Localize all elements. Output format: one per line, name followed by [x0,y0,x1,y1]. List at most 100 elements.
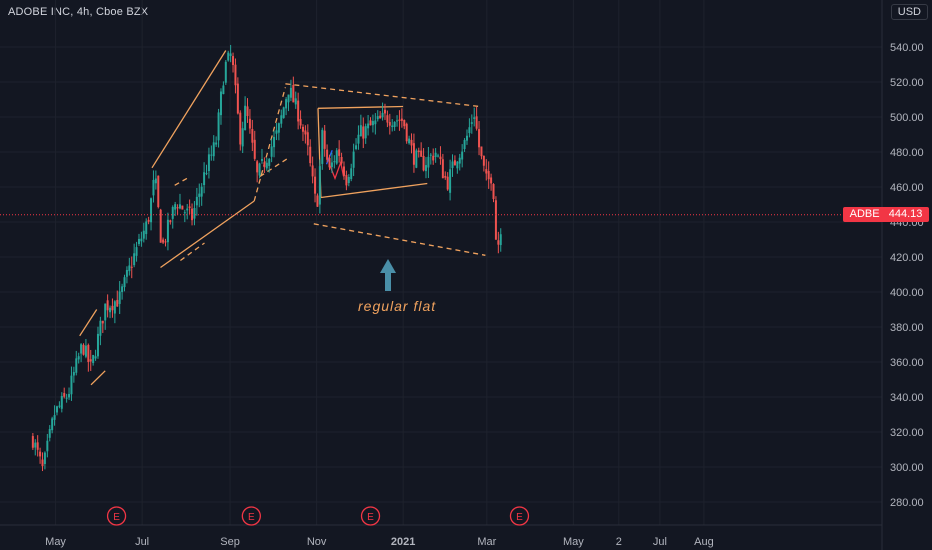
candle-body [227,52,230,61]
candle-body [424,165,427,172]
candle-body [239,112,242,145]
candle-body [166,219,169,243]
candle-body [417,150,420,153]
candle-body [80,344,83,354]
candle-body [323,130,326,149]
candle-body [381,112,384,118]
candle-body [232,56,235,66]
candle-body [133,253,136,266]
candle-body [492,184,495,199]
candle-body [446,176,449,190]
candle-body [101,320,104,324]
candle-body [70,375,73,395]
candle-body [36,442,39,450]
candle-body [99,320,102,336]
candle-body [256,161,259,173]
candle-body [159,209,162,243]
candle-body [280,115,283,124]
candle-body [251,129,254,143]
earnings-marker[interactable] [106,506,127,526]
trendline[interactable] [90,370,106,386]
candle-body [285,99,288,109]
candle-body [53,415,56,420]
y-tick-label: 460.00 [890,182,924,194]
candle-body [89,359,92,362]
candle-body [265,162,268,169]
trendline[interactable] [180,242,205,262]
trendline[interactable] [317,105,404,109]
candle-body [109,307,112,313]
candle-body [463,139,466,150]
candle-body [116,299,119,307]
trendline[interactable] [160,200,255,269]
candle-body [48,428,51,438]
candle-body [212,142,215,157]
time-axis: May Jul Sep Nov 2021 Mar May 2 Jul Aug [0,524,882,548]
earnings-marker[interactable] [360,506,381,526]
candle-body [152,179,155,196]
candle-body [39,451,42,457]
earnings-marker[interactable] [241,506,261,526]
candle-body [434,152,437,158]
price-axis: 280.00 300.00 320.00 340.00 360.00 380.00 400.… [881,0,924,550]
candle-body [273,136,276,148]
candles [31,44,502,472]
candle-body [299,118,302,126]
candle-body [236,83,239,114]
earnings-marker[interactable] [509,506,530,526]
candle-body [427,156,430,168]
candle-body [352,151,355,168]
candle-body [193,208,196,219]
trendline[interactable] [285,83,480,108]
y-tick-label: 420.00 [890,252,924,264]
trendline[interactable] [151,50,227,169]
candle-body [437,155,440,157]
candle-body [130,266,133,268]
candle-body [145,221,148,235]
earnings-marker-label: E [248,512,255,523]
candle-body [292,84,295,103]
candle-body [224,61,227,83]
candle-body [499,234,502,246]
candle-body [55,406,58,413]
candle-body [234,64,237,86]
candle-body [198,193,201,197]
candle-body [157,175,160,208]
y-tick-label: 400.00 [890,287,924,299]
candle-body [34,442,37,448]
candle-body [405,123,408,142]
candle-body [328,157,331,168]
candle-body [174,204,177,210]
candle-body [135,247,138,256]
up-arrow-icon [380,259,396,291]
candle-body [31,436,34,448]
candle-body [248,118,251,129]
candle-body [301,126,304,132]
candle-body [400,118,403,121]
y-tick-label: 380.00 [890,322,924,334]
chart-grid [0,0,882,525]
x-tick-label: Jul [653,536,667,548]
candle-body [367,123,370,129]
trendline[interactable] [313,223,486,256]
candle-body [186,208,189,211]
trendline[interactable] [174,175,191,186]
earnings-marker-label: E [113,512,120,523]
candle-body [465,135,468,141]
earnings-marker-label: E [516,512,523,523]
y-tick-label: 360.00 [890,357,924,369]
candle-body [287,94,290,103]
candle-body [43,452,46,464]
trendline[interactable] [253,87,287,202]
candle-body [364,126,367,139]
candle-body [316,195,319,207]
trendline[interactable] [79,309,98,337]
trendline[interactable] [320,182,428,199]
candle-body [210,154,213,156]
currency-selector[interactable]: USD [890,4,928,20]
candle-body [347,176,350,184]
candle-body [294,98,297,105]
candle-body [215,142,218,145]
x-tick-label: Jul [135,536,149,548]
